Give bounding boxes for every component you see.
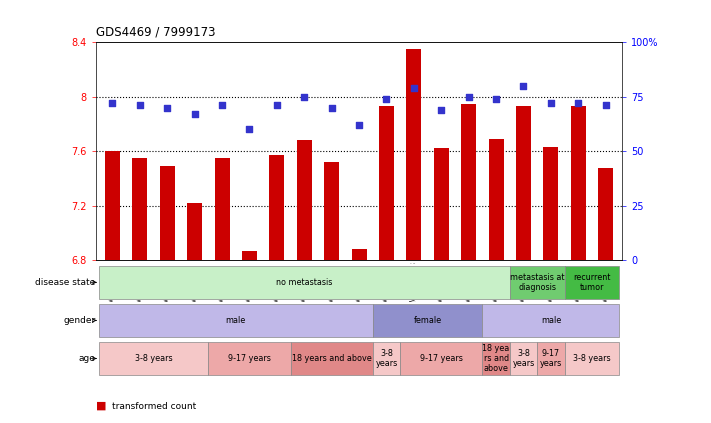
Bar <box>510 342 538 375</box>
Bar <box>269 155 284 260</box>
Bar <box>516 106 531 260</box>
Point <box>189 111 201 118</box>
Point <box>353 122 365 129</box>
Bar <box>400 342 482 375</box>
Bar <box>99 304 373 337</box>
Bar <box>215 158 230 260</box>
Bar <box>510 266 565 299</box>
Text: 9-17 years: 9-17 years <box>228 354 271 363</box>
Point <box>216 102 228 109</box>
Point <box>518 82 529 89</box>
Bar <box>565 266 619 299</box>
Bar <box>571 106 586 260</box>
Text: transformed count: transformed count <box>112 401 196 411</box>
Text: 3-8 years: 3-8 years <box>134 354 172 363</box>
Text: age: age <box>78 354 95 363</box>
Text: 18 yea
rs and
above: 18 yea rs and above <box>483 343 510 374</box>
Bar <box>105 151 120 260</box>
Bar <box>482 342 510 375</box>
Text: recurrent
tumor: recurrent tumor <box>573 273 611 292</box>
Bar <box>208 342 291 375</box>
Point <box>244 126 255 133</box>
Bar <box>351 249 367 260</box>
Bar <box>406 49 422 260</box>
Bar <box>132 158 147 260</box>
Point <box>161 104 173 111</box>
Point <box>436 107 447 113</box>
Text: ■: ■ <box>96 401 107 411</box>
Bar <box>187 203 202 260</box>
Bar <box>379 106 394 260</box>
Point <box>326 104 337 111</box>
Text: 3-8 years: 3-8 years <box>573 354 611 363</box>
Text: no metastasis: no metastasis <box>276 278 333 287</box>
Point <box>600 102 611 109</box>
Point <box>134 102 146 109</box>
Text: female: female <box>414 316 442 325</box>
Text: 9-17
years: 9-17 years <box>540 349 562 368</box>
Bar <box>565 342 619 375</box>
Text: 18 years and above: 18 years and above <box>292 354 372 363</box>
Point <box>107 100 118 107</box>
Bar <box>324 162 339 260</box>
Bar <box>598 168 613 260</box>
Point <box>491 96 502 102</box>
Bar <box>538 342 565 375</box>
Point <box>381 96 392 102</box>
Point <box>408 85 419 91</box>
Bar <box>291 342 373 375</box>
Text: GDS4469 / 7999173: GDS4469 / 7999173 <box>96 25 215 38</box>
Text: disease state: disease state <box>35 278 95 287</box>
Text: male: male <box>541 316 561 325</box>
Point <box>572 100 584 107</box>
Point <box>463 93 474 100</box>
Bar <box>434 148 449 260</box>
Text: metastasis at
diagnosis: metastasis at diagnosis <box>510 273 565 292</box>
Bar <box>373 342 400 375</box>
Bar <box>242 250 257 260</box>
Text: 9-17 years: 9-17 years <box>419 354 463 363</box>
Bar <box>488 139 503 260</box>
Point <box>545 100 557 107</box>
Bar <box>461 104 476 260</box>
Text: 3-8
years: 3-8 years <box>513 349 535 368</box>
Bar <box>482 304 619 337</box>
Bar <box>160 166 175 260</box>
Bar <box>296 140 312 260</box>
Bar <box>373 304 482 337</box>
Bar <box>99 266 510 299</box>
Text: 3-8
years: 3-8 years <box>375 349 397 368</box>
Point <box>299 93 310 100</box>
Point <box>271 102 282 109</box>
Text: male: male <box>225 316 246 325</box>
Bar <box>543 147 558 260</box>
Text: gender: gender <box>63 316 95 325</box>
Bar <box>99 342 208 375</box>
